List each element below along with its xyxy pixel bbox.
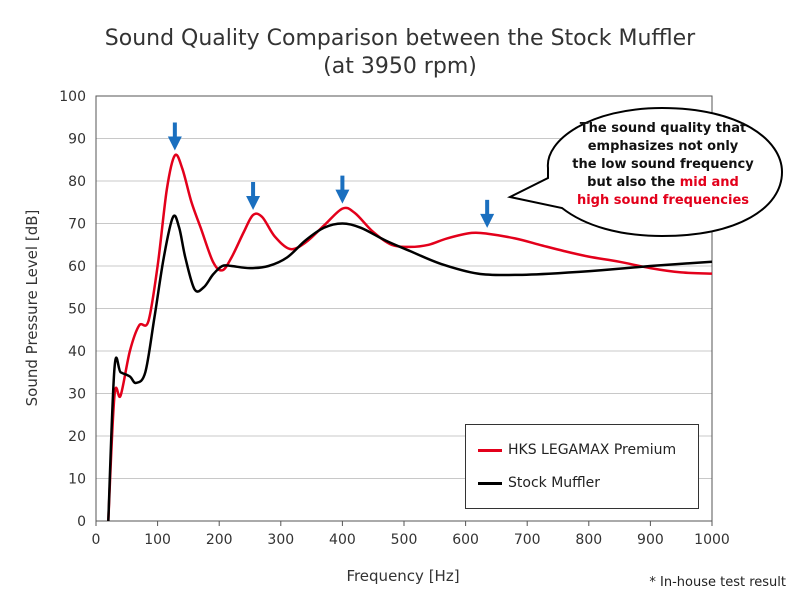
- x-tick-label: 400: [329, 532, 356, 548]
- y-tick-label: 40: [68, 344, 86, 360]
- x-tick-label: 700: [514, 532, 541, 548]
- y-tick-label: 10: [68, 472, 86, 488]
- chart-title: Sound Quality Comparison between the Sto…: [104, 26, 696, 51]
- callout-line: but also the mid and: [552, 174, 774, 192]
- x-tick-label: 1000: [694, 532, 730, 548]
- callout-shape: [506, 106, 784, 238]
- y-tick-label: 80: [68, 174, 86, 190]
- y-tick-label: 50: [68, 302, 86, 318]
- y-tick-label: 90: [68, 132, 86, 148]
- x-axis-label: Frequency [Hz]: [346, 567, 459, 585]
- x-tick-label: 100: [144, 532, 171, 548]
- legend-swatch-red: [478, 448, 502, 452]
- callout-line: The sound quality that: [579, 121, 747, 136]
- legend-item-hks: HKS LEGAMAX Premium: [478, 442, 676, 458]
- series-line-1: [107, 214, 713, 522]
- footnote: * In-house test result: [649, 575, 786, 590]
- series-line-0: [107, 153, 713, 522]
- legend-item-stock: Stock Muffler: [478, 475, 600, 491]
- x-tick-label: 600: [452, 532, 479, 548]
- x-tick-label: 800: [575, 532, 602, 548]
- callout-text: The sound quality that emphasizes not on…: [552, 120, 774, 210]
- x-tick-label: 900: [637, 532, 664, 548]
- legend-label: HKS LEGAMAX Premium: [508, 442, 677, 458]
- legend: HKS LEGAMAX Premium Stock Muffler: [465, 424, 699, 509]
- down-arrow-icon: [246, 182, 261, 210]
- y-tick-label: 30: [68, 387, 86, 403]
- x-tick-label: 0: [92, 532, 101, 548]
- callout-line: emphasizes not only: [587, 139, 739, 154]
- legend-swatch-black: [478, 481, 502, 485]
- callout-highlight: high sound frequencies: [576, 193, 750, 208]
- down-arrow-icon: [167, 122, 182, 151]
- highlight-arrows: [167, 122, 495, 228]
- chart-subtitle: (at 3950 rpm): [323, 54, 477, 79]
- down-arrow-icon: [335, 175, 350, 204]
- series-lines: [107, 153, 713, 522]
- x-tick-label: 300: [267, 532, 294, 548]
- x-tick-label: 200: [206, 532, 233, 548]
- legend-label: Stock Muffler: [508, 475, 601, 491]
- y-tick-label: 60: [68, 259, 86, 275]
- y-tick-label: 0: [77, 514, 86, 530]
- callout-highlight: mid and: [679, 175, 739, 190]
- down-arrow-icon: [480, 199, 495, 228]
- y-tick-label: 20: [68, 429, 86, 445]
- callout-line: the low sound frequency: [572, 157, 754, 172]
- x-tick-label: 500: [391, 532, 418, 548]
- y-axis-label: Sound Pressure Level [dB]: [23, 210, 41, 407]
- y-tick-label: 70: [68, 217, 86, 233]
- y-tick-label: 100: [59, 89, 86, 105]
- callout-bubble: [506, 106, 784, 238]
- callout-text-plain: but also the: [587, 175, 680, 190]
